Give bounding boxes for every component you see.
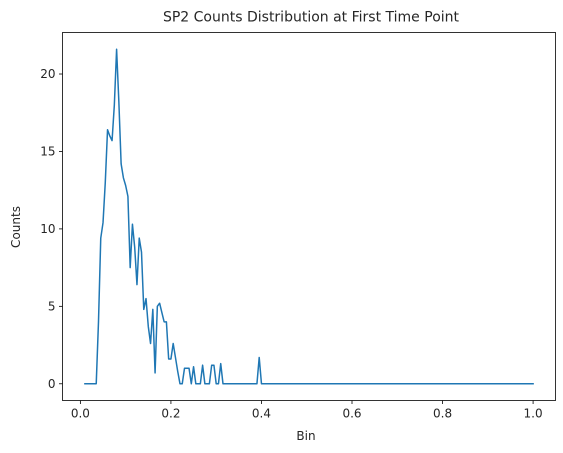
y-axis-label: Counts	[9, 206, 23, 248]
y-tick-label: 10	[40, 222, 55, 236]
series-line-0	[84, 48, 534, 385]
x-tick-label: 0.0	[71, 407, 90, 421]
chart-title: SP2 Counts Distribution at First Time Po…	[163, 10, 460, 26]
y-tick-label: 20	[40, 67, 55, 81]
x-tick-label: 0.8	[433, 407, 452, 421]
x-tick-label: 0.4	[252, 407, 271, 421]
x-tick-label: 1.0	[524, 407, 543, 421]
plot-frame	[62, 32, 556, 401]
y-tick-label: 15	[40, 144, 55, 158]
y-axis: 0 5 10 15 20	[40, 67, 63, 391]
x-axis-label: Bin	[296, 429, 315, 443]
y-tick-label: 0	[48, 377, 56, 391]
x-axis: 0.0 0.2 0.4 0.6 0.8 1.0	[71, 400, 543, 421]
y-tick-label: 5	[48, 299, 56, 313]
x-tick-label: 0.2	[161, 407, 180, 421]
plot-area	[84, 48, 534, 385]
x-tick-label: 0.6	[342, 407, 361, 421]
